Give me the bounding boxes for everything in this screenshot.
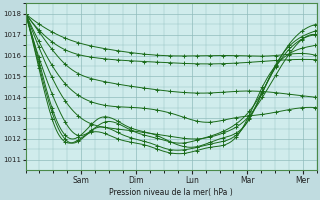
X-axis label: Pression niveau de la mer( hPa ): Pression niveau de la mer( hPa ): [109, 188, 233, 197]
